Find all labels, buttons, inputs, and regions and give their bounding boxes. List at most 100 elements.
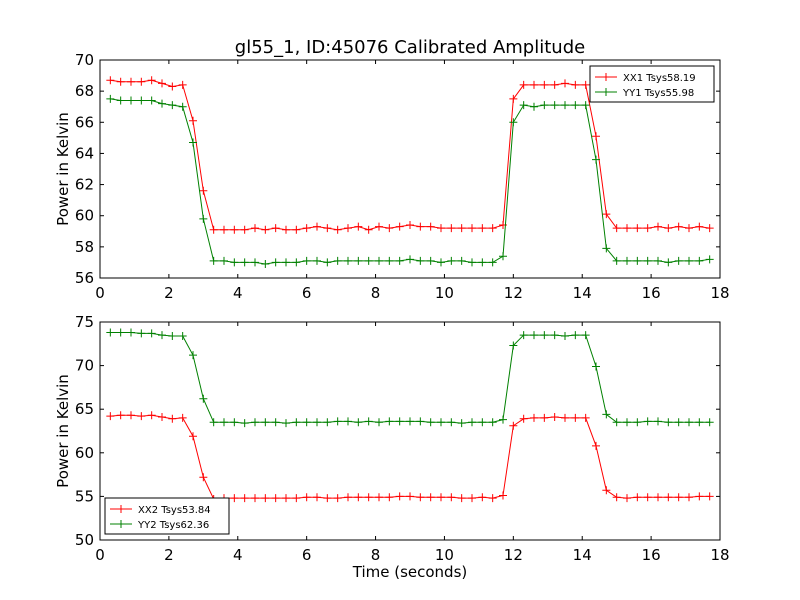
bottom-subplot: 0 2 4 6 8 10 12 14 16 18 50 55 60 65 70 75 Power in Kelv… [54,313,730,564]
data-point [426,256,435,265]
data-point [488,224,497,233]
data-point [685,256,693,265]
data-point [623,224,631,233]
data-point [581,413,590,422]
data-point [406,221,414,230]
x-tick-label: 2 [164,284,174,302]
data-point [447,493,456,502]
data-point [209,225,218,234]
legend-marker [117,505,125,513]
y-tick-label: 58 [75,238,94,256]
data-point [199,473,208,482]
data-point [612,224,621,233]
data-point [530,102,538,111]
x-tick-label: 2 [164,546,174,564]
data-point [354,493,363,502]
x-tick-label: 10 [435,546,454,564]
data-point [333,256,342,265]
y-tick-label: 70 [75,51,94,69]
y-tick-label: 62 [75,176,94,194]
data-point [106,328,115,337]
data-point [457,256,466,265]
data-point [457,224,466,233]
y-tick-label: 68 [75,82,94,100]
data-point [540,101,549,110]
data-point [416,493,425,502]
y-axis-label: Power in Kelvin [54,112,72,226]
legend-label: XX2 Tsys53.84 [138,505,211,516]
data-point [158,79,166,88]
data-point [137,77,146,86]
data-point [406,492,414,501]
legend-box [104,497,230,535]
data-point [674,418,683,427]
data-point [612,418,621,427]
data-point [654,417,662,426]
data-point [571,331,580,340]
y-tick-label: 65 [75,400,94,418]
data-point [261,418,270,427]
data-point [509,421,518,430]
x-tick-label: 6 [302,546,312,564]
data-point [633,224,642,233]
data-point [364,493,373,502]
data-point [488,494,497,503]
data-point [385,224,394,233]
data-point [168,82,177,91]
x-tick-label: 14 [573,546,592,564]
data-point [664,493,673,502]
data-point [261,494,270,503]
data-point [426,418,435,427]
data-point [705,492,714,501]
data-point [478,224,487,233]
data-point [602,244,611,253]
legend-label: YY2 Tsys62.36 [137,520,209,531]
data-point [178,331,187,340]
data-point [282,225,290,234]
data-point [127,328,135,337]
data-point [478,418,487,427]
legend-box [589,65,715,103]
data-point [364,256,373,265]
data-point [530,80,538,89]
data-point [550,331,559,340]
data-point [127,411,135,420]
y-tick-label: 55 [75,487,94,505]
data-point [509,94,518,103]
data-point [240,258,249,267]
data-point [623,494,631,503]
data-point [592,155,600,164]
data-point [550,413,559,422]
data-point [695,256,704,265]
data-point [251,494,259,503]
x-tick-label: 16 [642,546,661,564]
data-point [488,418,497,427]
data-point [106,94,115,103]
data-point [127,77,135,86]
data-point [602,486,611,495]
data-point [230,418,239,427]
data-point [333,417,342,426]
data-point [674,222,683,231]
data-point [178,413,187,422]
data-point [426,493,435,502]
data-point [550,80,559,89]
data-point [581,80,590,89]
data-point [375,222,383,231]
data-point [354,222,363,231]
data-point [499,415,507,424]
data-point [344,224,352,233]
data-point [540,331,549,340]
data-point [127,96,135,105]
data-point [375,418,383,427]
data-point [271,258,280,267]
data-point [571,80,580,89]
x-tick-label: 12 [504,284,523,302]
data-point [354,418,363,427]
data-point [302,224,311,233]
data-point [685,224,693,233]
x-tick-label: 0 [95,546,105,564]
data-point [478,258,487,267]
data-point [519,414,528,423]
